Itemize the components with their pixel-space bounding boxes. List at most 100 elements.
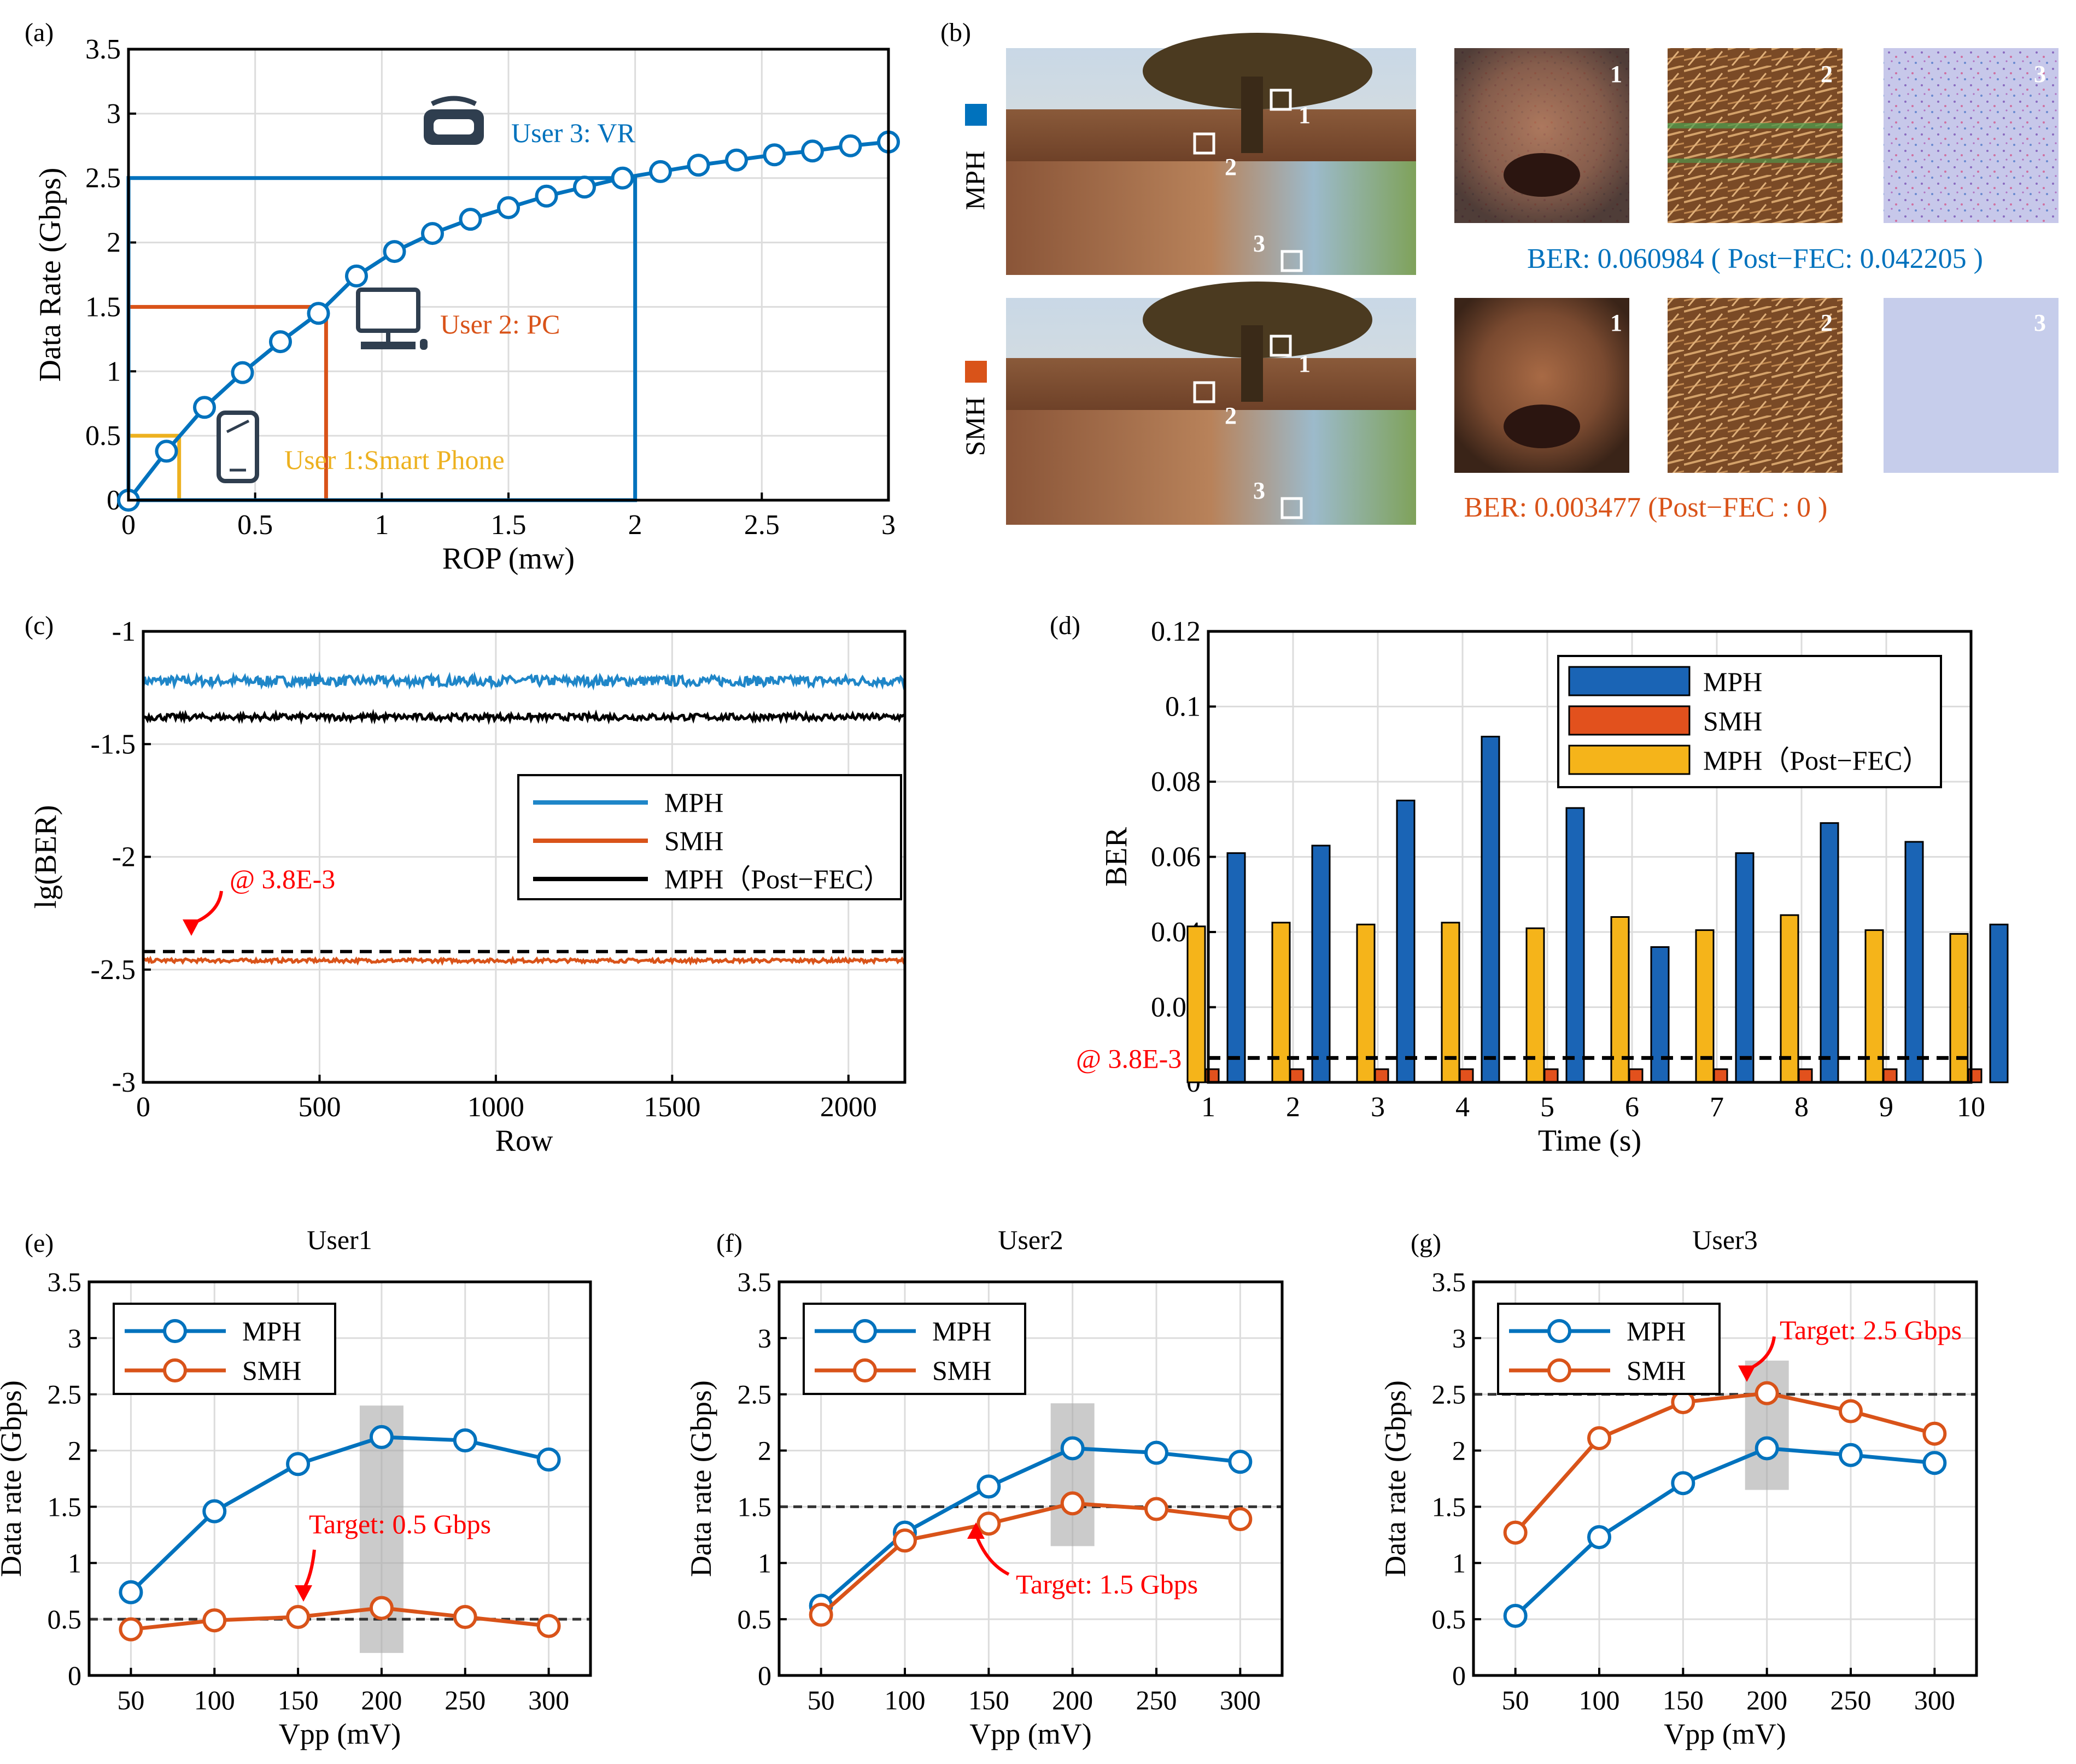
bar-mph (1396, 799, 1416, 1083)
phone-glare (226, 419, 250, 433)
data-point-smh (453, 1605, 477, 1630)
mph-crop-box-2 (1193, 132, 1215, 155)
plot-frame (142, 630, 907, 1084)
y-axis-title: lg(BER) (29, 805, 63, 909)
data-point-smh (1755, 1381, 1779, 1405)
bar-mph (1735, 852, 1755, 1083)
mph-box-label-3: 3 (1253, 230, 1265, 257)
legend: MPH SMH MPH（Post−FEC） (1557, 655, 1942, 788)
x-axis-title: Vpp (mV) (279, 1718, 401, 1750)
chart-f: 50 100 150 200 250 300 0 0.5 1 1.5 2 2.5 3 3.5 Vpp (mV… (685, 1224, 1284, 1750)
bar-mph (1904, 841, 1924, 1083)
smh-panorama-image: 1 2 3 (1006, 282, 1416, 525)
x-tick-label: 8 (1794, 1092, 1809, 1123)
x-tick-label: 150 (1663, 1685, 1704, 1715)
user-3-label: User 3: VR (511, 118, 636, 148)
mph-ber-caption: BER: 0.060984 ( Post−FEC: 0.042205 ) (1527, 243, 1983, 274)
chart-title: User3 (1692, 1224, 1757, 1255)
bar-smh (1882, 1068, 1898, 1083)
x-tick-label: 3 (1371, 1092, 1385, 1123)
pc-mouse (420, 339, 428, 350)
target-annotation: Target: 1.5 Gbps (1016, 1569, 1198, 1599)
rate-point (421, 222, 444, 245)
y-tick-label: 2.5 (48, 1379, 82, 1410)
panel-letter: (c) (25, 611, 54, 640)
bar-smh (1543, 1068, 1559, 1083)
bar-smh (1289, 1068, 1305, 1083)
rate-point (193, 396, 216, 419)
rate-point (155, 439, 178, 463)
rate-point (763, 143, 786, 167)
y-tick-label: 0.06 (1151, 842, 1201, 873)
legend-label-2: SMH (664, 825, 723, 856)
data-point-mph (536, 1447, 561, 1472)
smh-row-label: SMH (960, 397, 990, 456)
bar-mph (1989, 923, 2009, 1083)
y-tick-label: 1 (107, 356, 121, 387)
x-tick-label: 2.5 (744, 509, 780, 541)
data-point-smh (1144, 1497, 1168, 1521)
x-tick-label: 9 (1879, 1092, 1893, 1123)
x-tick-label: 250 (445, 1685, 486, 1715)
mph-crop-3-label: 3 (2034, 61, 2046, 87)
plot-frame (127, 48, 890, 502)
y-tick-label: 1.5 (85, 291, 121, 323)
bar-mph (1650, 946, 1670, 1083)
rate-point (307, 302, 330, 325)
panel-letter: (d) (1050, 611, 1080, 640)
panel-letter: (g) (1411, 1229, 1441, 1258)
target-annotation: Target: 2.5 Gbps (1780, 1315, 1962, 1345)
data-point-mph (976, 1474, 1001, 1499)
y-axis-title: BER (1100, 827, 1133, 887)
y-tick-label: 2.5 (1432, 1379, 1466, 1410)
series-line-1 (142, 671, 907, 691)
plot-frame (1472, 1280, 1978, 1677)
x-tick-label: 2 (628, 509, 642, 541)
bar-mph (1820, 822, 1839, 1083)
rate-point (459, 208, 482, 231)
y-axis-title: Data Rate (Gbps) (33, 168, 67, 382)
bar-smh (1374, 1068, 1389, 1083)
rate-point (497, 196, 520, 219)
target-arrow-shaft (302, 1549, 316, 1591)
data-point-smh (976, 1511, 1001, 1536)
legend-label-1: MPH (932, 1316, 991, 1346)
x-tick-label: 4 (1455, 1092, 1470, 1123)
series-line-mph (129, 1435, 549, 1594)
optimal-vpp-highlight (1745, 1361, 1789, 1490)
x-tick-label: 300 (1914, 1685, 1955, 1715)
rate-point (535, 184, 558, 208)
x-tick-label: 2000 (820, 1092, 877, 1123)
x-tick-label: 1500 (644, 1092, 700, 1123)
legend-label-3: MPH（Post−FEC） (664, 864, 891, 894)
mph-crop-1-image: 1 (1454, 48, 1629, 223)
x-tick-label: 6 (1625, 1092, 1639, 1123)
series-line-mph (1514, 1446, 1935, 1618)
bar-post-fec (1271, 922, 1291, 1083)
data-point-smh (1922, 1421, 1947, 1446)
bar-mph (1311, 845, 1331, 1083)
rate-point (611, 166, 634, 190)
y-tick-label: 3.5 (738, 1267, 772, 1297)
smh-crop-3-image: 3 (1884, 298, 2059, 473)
panel-letter: (a) (25, 18, 54, 47)
data-point-mph (286, 1452, 311, 1476)
smh-crop-1-label: 1 (1610, 309, 1622, 336)
y-tick-label: 0.5 (48, 1604, 82, 1634)
y-tick-label: 3 (68, 1323, 81, 1353)
y-tick-label: 1.5 (1432, 1491, 1466, 1522)
y-tick-label: 0 (1452, 1660, 1466, 1691)
x-tick-label: 1.5 (491, 509, 527, 541)
pc-keyboard (361, 342, 416, 349)
legend: MPH SMH (1497, 1303, 1721, 1395)
x-axis-title: Vpp (mV) (969, 1718, 1091, 1750)
x-tick-label: 2 (1286, 1092, 1300, 1123)
smh-crop-2-image: 2 (1668, 298, 1843, 473)
mph-color-marker (965, 104, 987, 126)
target-annotation: Target: 0.5 Gbps (309, 1509, 491, 1539)
data-point-smh (1839, 1399, 1863, 1423)
mph-crop-box-1 (1270, 89, 1292, 111)
smh-box-label-3: 3 (1253, 477, 1265, 504)
